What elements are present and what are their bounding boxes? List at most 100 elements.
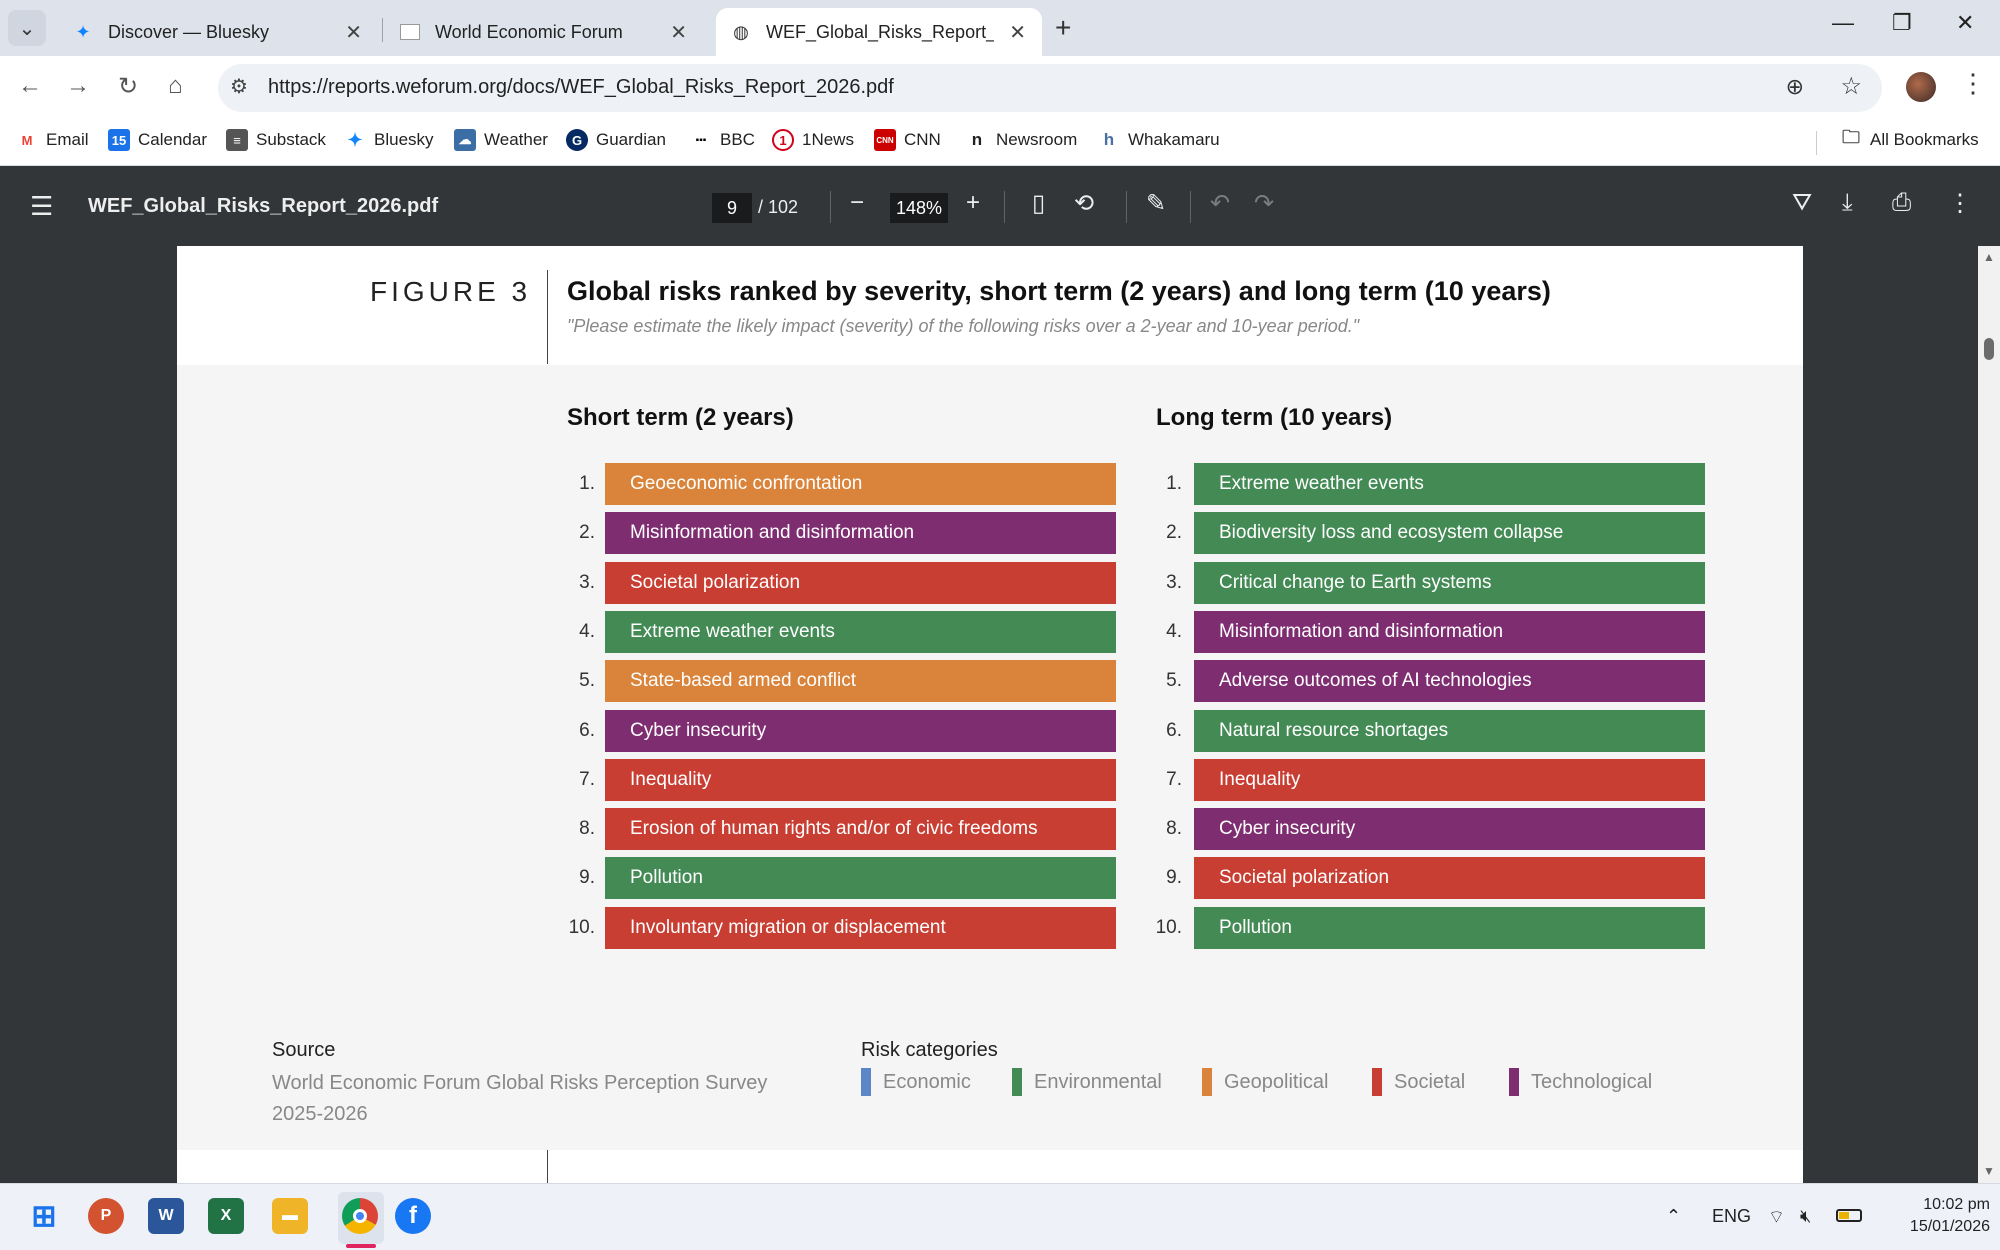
bookmark-bluesky[interactable]: ✦ Bluesky	[344, 129, 434, 151]
legend-label: Societal	[1394, 1070, 1466, 1093]
tab-title: WEF_Global_Risks_Report_2026	[766, 21, 994, 42]
bookmark-weather[interactable]: ☁ Weather	[454, 129, 548, 151]
download-button[interactable]: ⤓	[1842, 189, 1853, 217]
arrow-right-icon: →	[66, 72, 90, 99]
wifi-icon[interactable]: ⌔	[1768, 1207, 1785, 1227]
butterfly-icon: ✦	[75, 21, 91, 42]
all-bookmarks-button[interactable]: 🗀 All Bookmarks	[1840, 127, 1979, 151]
bookmark-guardian[interactable]: G Guardian	[566, 129, 666, 151]
rotate-button[interactable]: ⟲	[1074, 189, 1094, 218]
bookmark-substack[interactable]: ≡ Substack	[226, 129, 326, 151]
redo-icon: ↷	[1254, 190, 1275, 217]
bookmark-label: Weather	[484, 130, 548, 149]
bookmark-cnn[interactable]: CNN CNN	[874, 129, 941, 151]
risk-bar: Misinformation and disinformation	[605, 512, 1116, 555]
risk-bar: Geoeconomic confrontation	[605, 463, 1116, 505]
browser-menu-button[interactable]: ⋮	[1960, 68, 1986, 99]
legend-swatch	[861, 1068, 871, 1096]
zoom-in-button[interactable]: +	[966, 189, 980, 217]
scroll-down-icon[interactable]: ▼	[1983, 1164, 1995, 1178]
minimize-button[interactable]: —	[1832, 10, 1854, 36]
bookmark-label: Guardian	[596, 130, 666, 149]
header-divider	[547, 1150, 548, 1183]
new-tab-button[interactable]: +	[1055, 12, 1071, 44]
home-button[interactable]: ⌂	[168, 72, 183, 100]
bookmark-bbc[interactable]: ▪▪▪ BBC	[690, 129, 755, 151]
scroll-up-icon[interactable]: ▲	[1983, 250, 1995, 264]
powerpoint-icon[interactable]: P	[88, 1198, 124, 1234]
minimize-icon: —	[1832, 10, 1854, 35]
toolbar-divider	[1004, 191, 1005, 223]
facebook-icon[interactable]: f	[395, 1198, 431, 1234]
bookmark-whakamaru[interactable]: h Whakamaru	[1098, 129, 1220, 151]
tab-pdf-active[interactable]: ◍ WEF_Global_Risks_Report_2026 ✕	[716, 8, 1042, 56]
show-hidden-icons-button[interactable]: ⌃	[1666, 1206, 1681, 1227]
more-actions-button[interactable]: ⋮	[1948, 189, 1972, 218]
site-info-icon[interactable]: ⚙	[230, 76, 248, 98]
short-term-heading: Short term (2 years)	[567, 404, 794, 431]
annotate-icon: ✎	[1146, 190, 1167, 217]
long-term-heading: Long term (10 years)	[1156, 404, 1393, 431]
page-number-input[interactable]: 9	[712, 193, 752, 223]
zoom-level-input[interactable]: 148%	[890, 193, 948, 223]
reload-button[interactable]: ↻	[118, 72, 138, 101]
vertical-scrollbar[interactable]: ▲ ▼	[1978, 246, 2000, 1183]
windows-start-icon[interactable]: ⊞	[31, 1199, 57, 1233]
volume-muted-icon[interactable]: 🔇︎	[1800, 1206, 1812, 1226]
gmail-icon: M	[16, 129, 38, 151]
redo-button[interactable]: ↷	[1254, 189, 1274, 218]
legend-societal: Societal	[1372, 1068, 1465, 1096]
print-button[interactable]: ⎙	[1892, 189, 1911, 217]
zoom-icon[interactable]: ⊕	[1785, 74, 1804, 99]
tab-bluesky[interactable]: ✦ Discover — Bluesky ✕	[58, 8, 378, 56]
legend-technological: Technological	[1509, 1068, 1652, 1096]
tab-divider	[382, 18, 383, 42]
save-to-drive-button[interactable]: ⛛	[1792, 189, 1812, 217]
rank-number: 6.	[579, 719, 595, 741]
figure-subtitle: "Please estimate the likely impact (seve…	[567, 316, 1360, 336]
system-clock[interactable]: 10:02 pm 15/01/2026	[1880, 1194, 1990, 1238]
restore-button[interactable]: ❐	[1892, 10, 1912, 36]
word-icon[interactable]: W	[148, 1198, 184, 1234]
bookmark-email[interactable]: M Email	[16, 129, 89, 151]
figure-label: FIGURE 3	[370, 276, 532, 307]
newsroom-icon: n	[966, 129, 988, 151]
close-window-button[interactable]: ✕	[1956, 10, 1974, 36]
back-button[interactable]: ←	[18, 72, 42, 100]
bookmark-label: Email	[46, 130, 89, 149]
undo-button[interactable]: ↶	[1210, 189, 1230, 218]
risk-bar: Involuntary migration or displacement	[605, 906, 1116, 949]
zoom-out-button[interactable]: −	[850, 189, 864, 217]
close-icon[interactable]: ✕	[670, 21, 687, 44]
chrome-icon[interactable]	[342, 1198, 378, 1234]
scrollbar-thumb[interactable]	[1984, 338, 1994, 360]
tab-world-economic-forum[interactable]: World Economic Forum ✕	[385, 8, 703, 56]
fit-page-button[interactable]: ▯	[1032, 189, 1045, 218]
figure-header: FIGURE 3 Global risks ranked by severity…	[177, 246, 1803, 365]
risk-bar: Inequality	[605, 758, 1116, 801]
bookmark-calendar[interactable]: 15 Calendar	[108, 129, 207, 151]
bookmark-1news[interactable]: 1 1News	[772, 129, 854, 151]
battery-icon[interactable]	[1836, 1206, 1862, 1227]
close-icon[interactable]: ✕	[1009, 21, 1026, 44]
page-total: / 102	[758, 197, 799, 217]
rank-number: 2.	[579, 522, 595, 544]
tab-search-menu-button[interactable]: ⌄	[8, 10, 46, 46]
language-indicator[interactable]: ENG	[1712, 1206, 1752, 1226]
risk-bar: Societal polarization	[605, 561, 1116, 604]
excel-icon[interactable]: X	[208, 1198, 244, 1234]
file-explorer-icon[interactable]: ▬	[272, 1198, 308, 1234]
url-text[interactable]: https://reports.weforum.org/docs/WEF_Glo…	[268, 76, 894, 98]
forward-button[interactable]: →	[66, 72, 90, 100]
address-bar[interactable]: ⚙ https://reports.weforum.org/docs/WEF_G…	[218, 64, 1882, 112]
close-icon[interactable]: ✕	[345, 21, 362, 44]
profile-avatar[interactable]	[1906, 72, 1936, 102]
legend-label: Environmental	[1034, 1070, 1162, 1093]
sidebar-toggle-button[interactable]: ☰	[30, 191, 53, 222]
draw-button[interactable]: ✎	[1146, 189, 1166, 218]
rotate-icon: ⟲	[1074, 190, 1095, 217]
bookmark-newsroom[interactable]: n Newsroom	[966, 129, 1077, 151]
pdf-viewer[interactable]: FIGURE 3 Global risks ranked by severity…	[0, 246, 2000, 1183]
bookmark-star-icon[interactable]: ☆	[1840, 73, 1862, 100]
